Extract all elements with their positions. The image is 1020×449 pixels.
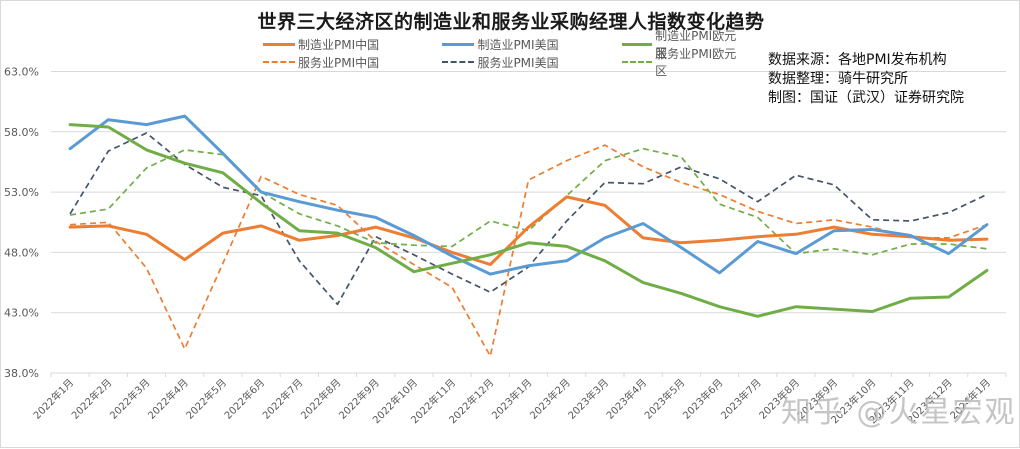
legend-label: 服务业PMI美国 xyxy=(477,55,559,70)
x-tick-label: 2022年2月 xyxy=(69,376,115,422)
dashed-line-swatch-icon xyxy=(442,61,475,63)
series-lines xyxy=(68,114,989,357)
x-tick-label: 2023年2月 xyxy=(527,376,573,422)
source-notes: 数据来源：各地PMI发布机构 数据整理：骑牛研究所 制图：国证（武汉）证券研究院 xyxy=(768,51,964,108)
series-line xyxy=(69,147,988,256)
x-tick-label: 2023年3月 xyxy=(565,376,611,422)
x-tick-label: 2023年6月 xyxy=(680,376,726,422)
data-source-note: 数据来源：各地PMI发布机构 xyxy=(768,52,947,68)
solid-line-swatch-icon xyxy=(263,42,295,46)
x-tick-label: 2022年7月 xyxy=(260,376,306,422)
x-tick-label: 2022年1月 xyxy=(30,376,76,422)
legend-item-mfg-euro: 制造业PMI欧元区 xyxy=(621,27,743,61)
series-line xyxy=(68,114,989,276)
x-tick-label: 2023年4月 xyxy=(603,376,649,422)
x-tick-label: 2022年8月 xyxy=(298,376,344,422)
y-tick-label: 53.0% xyxy=(4,186,39,199)
watermark: 知乎 @火星宏观 xyxy=(781,395,1017,430)
dashed-line-swatch-icon xyxy=(263,61,295,63)
legend-label: 制造业PMI欧元区 xyxy=(655,29,737,60)
legend-item-svc-china: 服务业PMI中国 xyxy=(263,54,442,71)
legend-item-svc-us: 服务业PMI美国 xyxy=(442,54,621,71)
y-tick-label: 43.0% xyxy=(4,307,39,320)
legend-item-svc-euro: 服务业PMI欧元区 xyxy=(621,45,743,79)
legend-label: 制造业PMI中国 xyxy=(298,37,380,52)
legend-label: 服务业PMI中国 xyxy=(298,55,380,70)
y-tick-label: 63.0% xyxy=(4,66,39,79)
legend-row-services: 服务业PMI中国 服务业PMI美国 服务业PMI欧元区 xyxy=(263,47,743,78)
series-line xyxy=(69,132,988,306)
data-compiled-note: 数据整理：骑牛研究所 xyxy=(768,71,908,87)
series-line xyxy=(68,123,989,318)
solid-line-swatch-icon xyxy=(442,42,475,46)
chart-legend: 制造业PMI中国 制造业PMI美国 制造业PMI欧元区 服务业PMI中国 服务业… xyxy=(263,29,743,78)
chart-title: 世界三大经济区的制造业和服务业采购经理人指数变化趋势 xyxy=(257,11,765,33)
series-line xyxy=(68,195,989,266)
x-tick-label: 2022年3月 xyxy=(107,376,153,422)
legend-item-mfg-china: 制造业PMI中国 xyxy=(263,36,442,53)
x-tick-label: 2022年5月 xyxy=(183,376,229,422)
x-tick-label: 2023年5月 xyxy=(642,376,688,422)
y-tick-label: 48.0% xyxy=(4,246,39,259)
x-tick-label: 2023年1月 xyxy=(489,376,535,422)
y-tick-label: 38.0% xyxy=(4,367,39,380)
legend-item-mfg-us: 制造业PMI美国 xyxy=(442,36,621,53)
legend-label: 服务业PMI欧元区 xyxy=(655,47,737,78)
x-tick-label: 2023年7月 xyxy=(718,376,764,422)
y-tick-label: 58.0% xyxy=(4,126,39,139)
series-line xyxy=(70,144,988,357)
y-axis-labels: 63.0% 58.0% 53.0% 48.0% 43.0% 38.0% xyxy=(4,66,39,381)
dashed-line-swatch-icon xyxy=(621,61,653,63)
legend-row-manufacturing: 制造业PMI中国 制造业PMI美国 制造业PMI欧元区 xyxy=(263,29,743,60)
x-tick-label: 2022年6月 xyxy=(221,376,267,422)
gridlines xyxy=(50,71,1007,377)
chart-author-note: 制图：国证（武汉）证券研究院 xyxy=(768,90,964,106)
solid-line-swatch-icon xyxy=(621,42,653,46)
x-tick-label: 2022年4月 xyxy=(145,376,191,422)
legend-label: 制造业PMI美国 xyxy=(477,37,559,52)
